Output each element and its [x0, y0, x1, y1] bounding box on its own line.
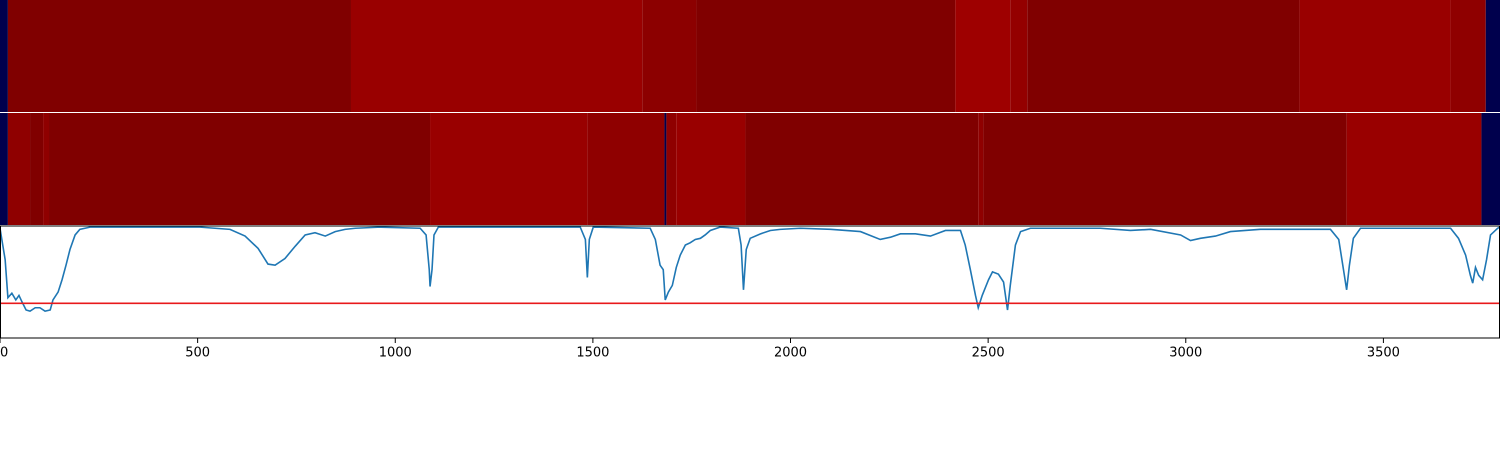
- heatmap-cell: [666, 113, 677, 225]
- heatmap-cell: [0, 0, 8, 112]
- x-tick-label: 1500: [576, 346, 609, 361]
- heatmap-cell: [1346, 113, 1482, 225]
- axes-frame: [0, 225, 1500, 339]
- heatmap-cell: [0, 113, 8, 225]
- heatmap-cell: [350, 0, 643, 112]
- heatmap-cell: [587, 113, 665, 225]
- heatmap-cell: [978, 113, 984, 225]
- x-tick-label: 3500: [1367, 346, 1400, 361]
- x-tick-label: 500: [185, 346, 210, 361]
- heatmap-cell: [642, 0, 697, 112]
- heatmap-cell: [983, 113, 1347, 225]
- data-line: [0, 226, 1500, 312]
- heatmap-cell: [696, 0, 956, 112]
- heatmap-cell: [7, 113, 31, 225]
- x-tick-label: 0: [0, 346, 8, 361]
- heatmap-cell: [49, 113, 431, 225]
- heatmap-cell: [1010, 0, 1028, 112]
- heatmap-cell: [676, 113, 746, 225]
- x-tick-label: 1000: [379, 346, 412, 361]
- heatmap-cell: [955, 0, 1011, 112]
- heatmap-cell: [664, 113, 667, 225]
- heatmap-cell: [1299, 0, 1451, 112]
- heatmap-cell: [30, 113, 44, 225]
- x-tick-label: 2500: [972, 346, 1005, 361]
- heatmap-cell: [430, 113, 588, 225]
- heatmap-cell: [745, 113, 979, 225]
- heatmap-cell: [1027, 0, 1300, 112]
- x-tick-label: 3000: [1169, 346, 1202, 361]
- heatmap-cell: [1485, 0, 1500, 112]
- heatmap-cell: [1481, 113, 1500, 225]
- heatmap-cell: [7, 0, 351, 112]
- heatmap-cell: [1450, 0, 1486, 112]
- heatmap-cell: [43, 113, 50, 225]
- x-tick-label: 2000: [774, 346, 807, 361]
